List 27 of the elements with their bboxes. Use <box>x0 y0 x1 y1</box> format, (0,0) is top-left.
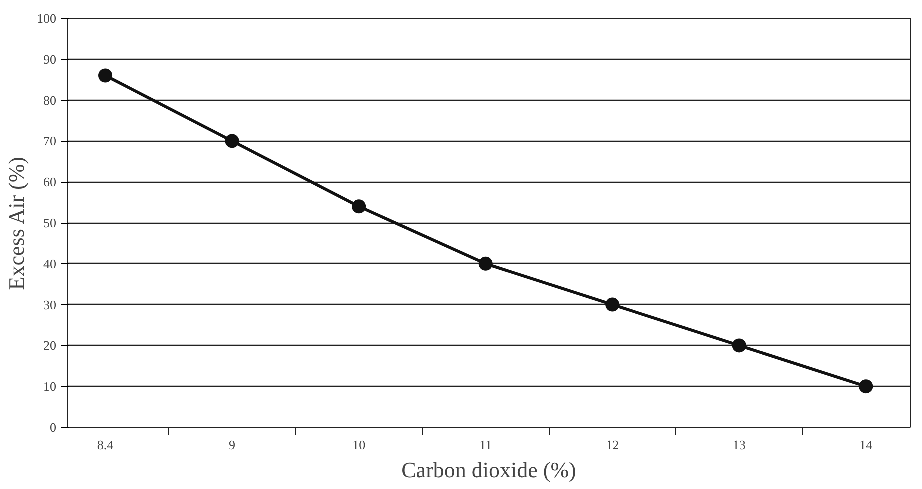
x-tick-label: 13 <box>732 438 746 452</box>
y-tick-label: 20 <box>44 338 56 354</box>
point <box>478 256 493 271</box>
y-axis-title: Excess Air (%) <box>4 157 29 290</box>
point <box>98 68 113 83</box>
x-axis-title: Carbon dioxide (%) <box>402 458 576 482</box>
y-tick-label: 10 <box>44 379 56 394</box>
x-tick-label: 11 <box>480 438 492 452</box>
y-tick-label: 90 <box>44 52 56 67</box>
y-tick-label: 40 <box>44 256 56 272</box>
point <box>606 298 620 312</box>
y-tick-label: 100 <box>37 11 56 26</box>
y-tick-label: 50 <box>44 216 56 230</box>
point <box>859 380 874 394</box>
y-tick-label: 70 <box>44 134 56 149</box>
point <box>732 338 746 353</box>
point <box>352 200 366 214</box>
x-tick-label: 10 <box>352 438 366 452</box>
x-tick-label: 9 <box>229 438 236 452</box>
y-tick-label: 0 <box>50 420 56 435</box>
x-tick-label: 12 <box>606 438 620 452</box>
y-tick-label: 80 <box>44 92 56 108</box>
point <box>225 134 240 148</box>
x-tick-label: 8.4 <box>97 438 114 452</box>
y-tick-label: 30 <box>44 297 56 312</box>
y-tick-label: 60 <box>44 174 56 190</box>
x-tick-label: 14 <box>860 438 874 452</box>
